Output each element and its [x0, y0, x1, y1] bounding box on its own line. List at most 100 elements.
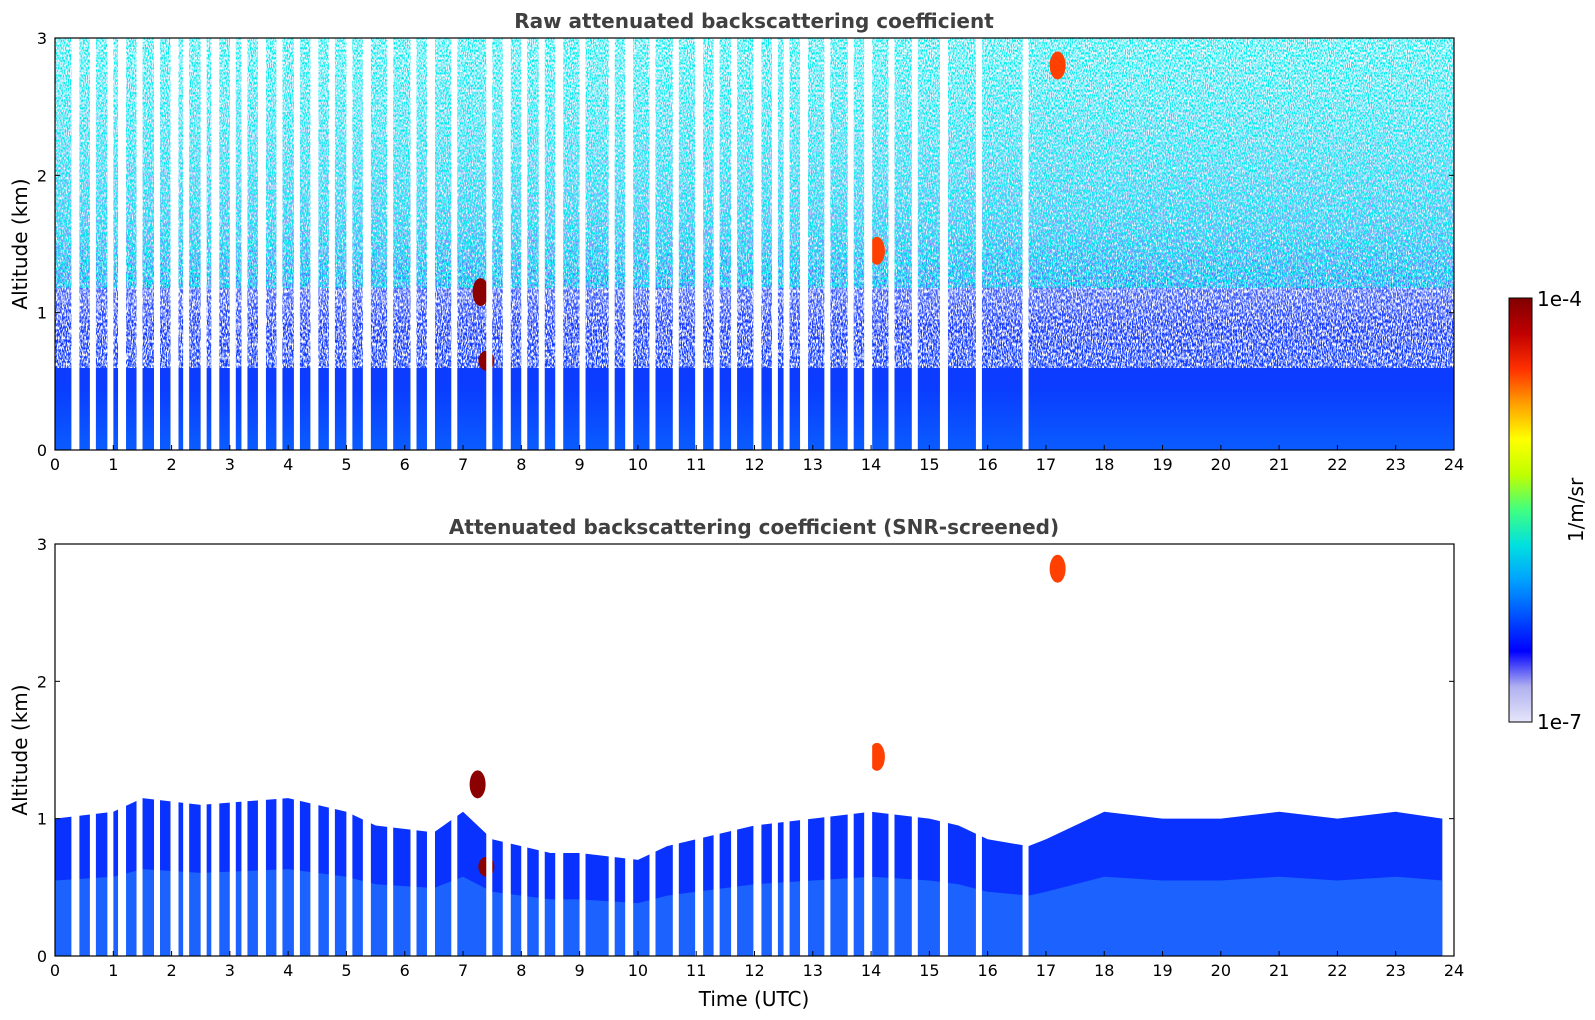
colorbar-label: 1/m/sr [1564, 477, 1588, 542]
x-tick-label: 7 [458, 961, 468, 980]
data-gap [625, 38, 634, 450]
data-gap [451, 38, 458, 450]
data-gap [229, 38, 236, 450]
x-tick-label: 9 [575, 961, 585, 980]
x-tick-label: 15 [919, 961, 939, 980]
data-gap [1022, 544, 1029, 956]
data-gap [753, 38, 762, 450]
data-gap [136, 544, 143, 956]
backscatter-feature [472, 278, 489, 307]
data-gap [847, 544, 854, 956]
chart-raw-title: Raw attenuated backscattering coefficien… [514, 9, 994, 33]
data-gap [538, 38, 545, 450]
y-tick-label: 3 [37, 535, 47, 554]
x-tick-label: 22 [1327, 961, 1347, 980]
data-gap [183, 544, 190, 956]
data-gap [200, 38, 207, 450]
y-tick-label: 0 [37, 947, 47, 966]
x-tick-label: 1 [108, 961, 118, 980]
x-tick-label: 13 [803, 961, 823, 980]
data-gap [608, 544, 615, 956]
data-gap [71, 544, 80, 956]
data-gap [555, 544, 564, 956]
data-gap [229, 544, 236, 956]
data-gap [276, 544, 283, 956]
data-gap [200, 544, 207, 956]
data-gap [888, 544, 895, 956]
data-gap [241, 544, 248, 956]
data-gap [486, 544, 493, 956]
chart-raw-ylabel: Altitude (km) [8, 178, 32, 309]
x-tick-label: 3 [225, 961, 235, 980]
data-gap [911, 544, 918, 956]
data-gap [89, 38, 96, 450]
backscatter-feature [1049, 51, 1066, 80]
data-gap [800, 544, 809, 956]
backscatter-feature [868, 236, 885, 265]
data-gap [771, 544, 778, 956]
data-gap [731, 544, 738, 956]
data-gap [579, 544, 586, 956]
x-tick-label: 19 [1152, 961, 1172, 980]
x-tick-label: 12 [744, 455, 764, 474]
data-gap [649, 38, 656, 450]
chart-raw: Raw attenuated backscattering coefficien… [8, 9, 1464, 474]
data-gap [211, 544, 220, 956]
data-gap [672, 38, 679, 450]
data-gap [731, 38, 738, 450]
x-tick-label: 15 [919, 455, 939, 474]
x-tick-label: 10 [628, 455, 648, 474]
colorbar-gradient [1508, 297, 1533, 723]
x-tick-label: 4 [283, 961, 293, 980]
data-gap [713, 38, 720, 450]
data-gap [426, 38, 435, 450]
data-gap [346, 38, 353, 450]
data-gap [800, 38, 809, 450]
x-tick-label: 19 [1152, 455, 1172, 474]
data-gap [387, 544, 394, 956]
x-tick-label: 4 [283, 455, 293, 474]
x-tick-label: 13 [803, 455, 823, 474]
x-tick-label: 10 [628, 961, 648, 980]
data-gap [695, 544, 704, 956]
data-gap [107, 38, 114, 450]
data-gap [1022, 38, 1029, 450]
data-gap [713, 544, 720, 956]
data-gap [328, 544, 335, 956]
x-tick-label: 0 [50, 455, 60, 474]
x-tick-label: 24 [1444, 455, 1464, 474]
data-gap [293, 544, 300, 956]
x-tick-label: 11 [686, 961, 706, 980]
y-tick-label: 1 [37, 810, 47, 829]
data-gap [753, 544, 762, 956]
x-tick-label: 2 [166, 455, 176, 474]
data-gap [293, 38, 300, 450]
data-gap [911, 38, 918, 450]
x-tick-label: 14 [861, 455, 881, 474]
data-gap [451, 544, 458, 956]
data-gap [211, 38, 220, 450]
data-gap [771, 38, 778, 450]
data-gap [939, 544, 948, 956]
screened-layer-core [55, 869, 1443, 956]
data-gap [170, 544, 179, 956]
y-tick-label: 2 [37, 166, 47, 185]
y-tick-label: 0 [37, 441, 47, 460]
x-tick-label: 6 [400, 455, 410, 474]
data-gap [521, 38, 528, 450]
backscatter-feature [469, 770, 486, 799]
chart-screened: Attenuated backscattering coefficient (S… [8, 515, 1464, 1011]
y-tick-label: 3 [37, 29, 47, 48]
x-tick-label: 9 [575, 455, 585, 474]
data-gap [276, 38, 283, 450]
x-tick-label: 11 [686, 455, 706, 474]
x-tick-label: 12 [744, 961, 764, 980]
x-tick-label: 17 [1036, 961, 1056, 980]
data-gap [975, 544, 982, 956]
data-gap [71, 38, 80, 450]
data-gap [89, 544, 96, 956]
colorbar-max-label: 1e-4 [1537, 287, 1582, 311]
data-gap [257, 544, 266, 956]
data-gap [241, 38, 248, 450]
